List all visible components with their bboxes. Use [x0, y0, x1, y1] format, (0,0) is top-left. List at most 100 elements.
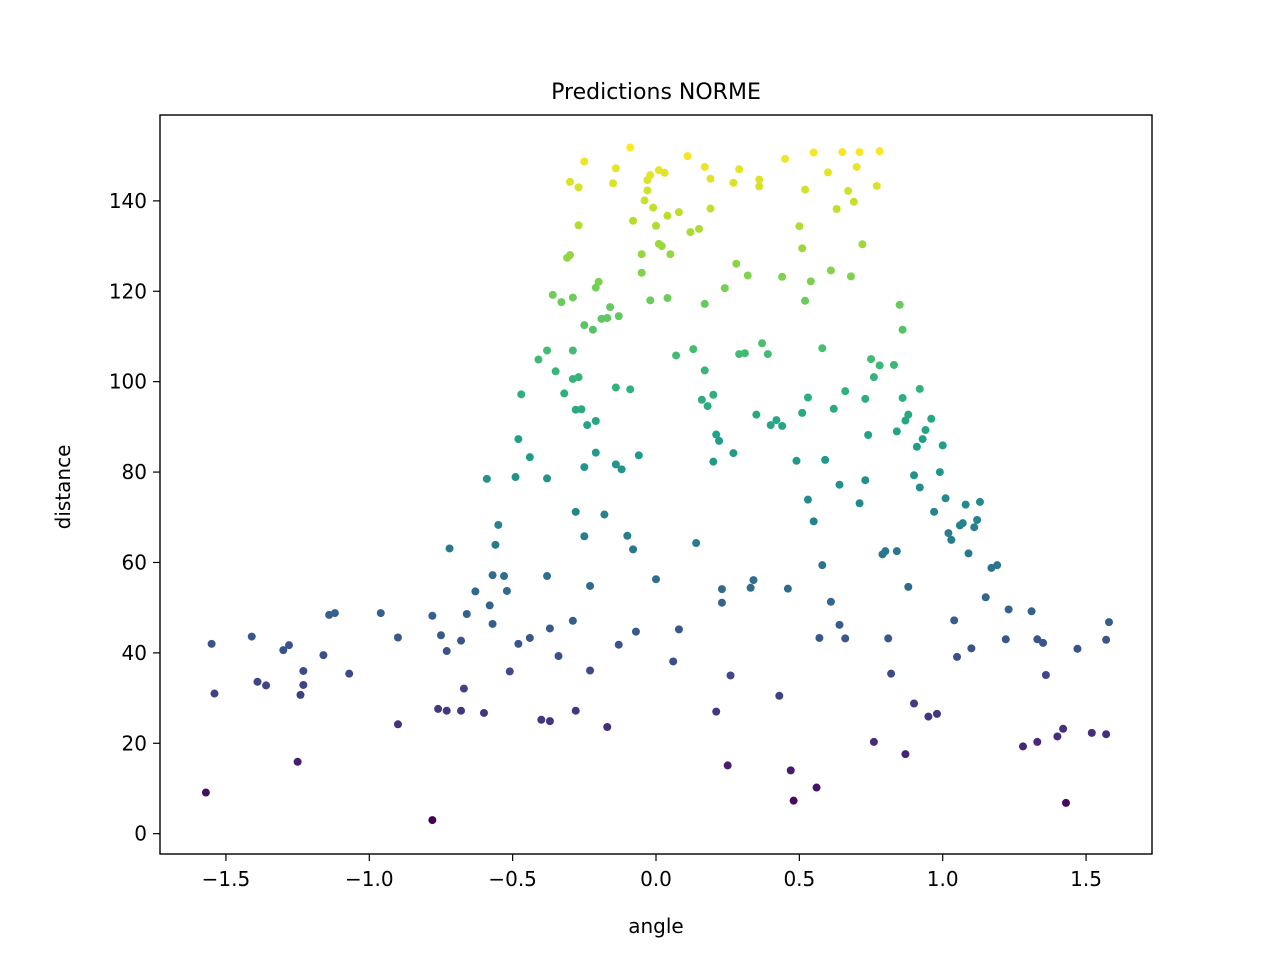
data-point — [494, 520, 503, 529]
data-point — [686, 228, 695, 237]
y-axis-label: distance — [51, 445, 75, 530]
data-point — [1061, 798, 1070, 807]
data-point — [729, 449, 738, 458]
data-point — [889, 360, 898, 369]
data-point — [626, 143, 635, 152]
data-point — [545, 624, 554, 633]
data-point — [293, 757, 302, 766]
x-tick-label: 1.0 — [927, 867, 959, 891]
data-point — [826, 597, 835, 606]
data-point — [201, 788, 210, 797]
data-point — [981, 593, 990, 602]
data-point — [517, 390, 526, 399]
data-point — [1041, 671, 1050, 680]
data-point — [1087, 728, 1096, 737]
data-point — [921, 426, 930, 435]
data-point — [958, 519, 967, 528]
data-point — [574, 221, 583, 230]
data-point — [798, 408, 807, 417]
data-point — [674, 625, 683, 634]
data-point — [950, 616, 959, 625]
data-point — [606, 303, 615, 312]
data-point — [629, 216, 638, 225]
data-point — [975, 497, 984, 506]
y-tick-label: 140 — [109, 189, 147, 213]
data-point — [723, 761, 732, 770]
data-point — [861, 476, 870, 485]
data-point — [445, 544, 454, 553]
data-point — [457, 636, 466, 645]
y-axis: 0 20 40 60 80 100 120 140 — [109, 189, 160, 846]
data-point — [565, 251, 574, 260]
data-point — [712, 430, 721, 439]
data-point — [614, 640, 623, 649]
data-point — [964, 549, 973, 558]
data-point — [500, 572, 509, 581]
data-point — [740, 349, 749, 358]
data-point — [746, 583, 755, 592]
data-point — [543, 572, 552, 581]
data-point — [875, 147, 884, 156]
data-point — [918, 435, 927, 444]
data-point — [869, 373, 878, 382]
data-point — [709, 457, 718, 466]
data-point — [766, 421, 775, 430]
data-point — [864, 431, 873, 440]
x-tick-label: −1.5 — [202, 867, 251, 891]
y-tick-label: 120 — [109, 279, 147, 303]
data-point — [580, 321, 589, 330]
data-point — [835, 480, 844, 489]
data-point — [809, 517, 818, 526]
data-point — [640, 196, 649, 205]
data-point — [247, 632, 256, 641]
data-point — [755, 175, 764, 184]
data-point — [829, 404, 838, 413]
data-point — [869, 737, 878, 746]
data-point — [932, 709, 941, 718]
data-point — [803, 393, 812, 402]
data-point — [571, 507, 580, 516]
data-point — [700, 366, 709, 375]
data-point — [717, 585, 726, 594]
data-point — [543, 346, 552, 355]
data-point — [1073, 644, 1082, 653]
data-point — [846, 272, 855, 281]
data-point — [1004, 605, 1013, 614]
x-axis-label: angle — [628, 914, 684, 938]
data-point — [861, 394, 870, 403]
data-point — [672, 351, 681, 360]
data-point — [285, 641, 294, 650]
data-point — [961, 500, 970, 509]
data-point — [901, 750, 910, 759]
x-tick-label: −0.5 — [488, 867, 537, 891]
x-tick-label: 0.5 — [783, 867, 815, 891]
data-point — [646, 171, 655, 180]
data-point — [783, 584, 792, 593]
x-tick-label: 1.5 — [1070, 867, 1102, 891]
data-point — [689, 345, 698, 354]
data-point — [910, 699, 919, 708]
data-point — [775, 691, 784, 700]
data-point — [703, 402, 712, 411]
data-point — [892, 547, 901, 556]
data-point — [505, 667, 514, 676]
data-point — [600, 510, 609, 519]
x-tick-label: 0.0 — [640, 867, 672, 891]
data-point — [947, 535, 956, 544]
data-point — [884, 634, 893, 643]
data-point — [818, 344, 827, 353]
data-point — [482, 474, 491, 483]
data-point — [580, 157, 589, 166]
data-point — [875, 361, 884, 370]
data-point — [548, 290, 557, 299]
data-point — [611, 383, 620, 392]
data-point — [1027, 607, 1036, 616]
data-point — [568, 293, 577, 302]
data-point — [778, 421, 787, 430]
data-point — [583, 421, 592, 430]
data-point — [1033, 737, 1042, 746]
data-point — [428, 611, 437, 620]
data-point — [479, 708, 488, 717]
data-point — [652, 575, 660, 584]
data-point — [795, 222, 804, 231]
